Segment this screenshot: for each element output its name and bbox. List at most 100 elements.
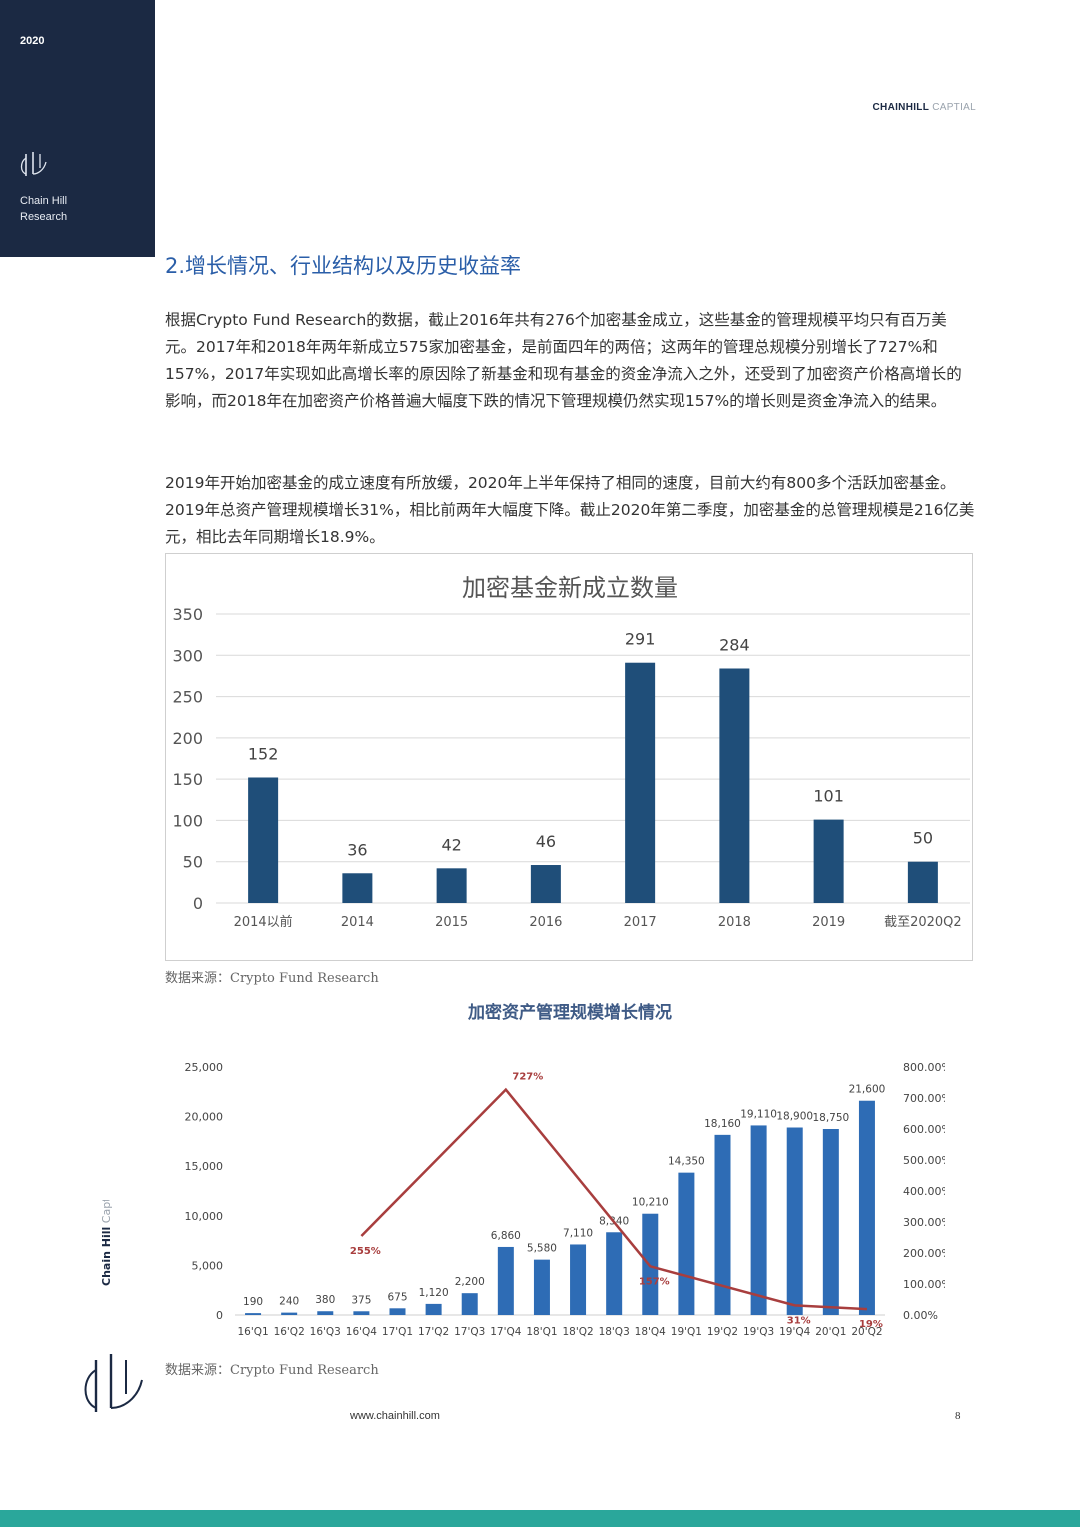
- x-tick-label: 17'Q2: [418, 1326, 449, 1338]
- bar: [342, 873, 373, 903]
- x-tick-label: 20'Q2: [851, 1326, 882, 1338]
- bar: [750, 1125, 767, 1315]
- y2-tick-label: 200.00%: [903, 1247, 945, 1260]
- bar: [497, 1246, 514, 1315]
- bar: [786, 1127, 803, 1315]
- y2-tick-label: 0.00%: [903, 1309, 938, 1322]
- y-tick-label: 300: [172, 646, 203, 665]
- brand-bold: CHAINHILL: [872, 102, 930, 113]
- data-label: 101: [813, 787, 844, 806]
- data-label: 240: [279, 1296, 299, 1308]
- bar: [606, 1232, 623, 1315]
- x-tick-label: 2014以前: [234, 914, 293, 930]
- sidebar-block: 2020 Chain Hill Research: [0, 0, 155, 257]
- bar: [822, 1129, 839, 1315]
- x-tick-label: 18'Q2: [562, 1326, 593, 1338]
- x-tick-label: 2017: [624, 915, 657, 930]
- data-label: 14,350: [668, 1156, 705, 1168]
- bar: [533, 1259, 550, 1315]
- data-label: 10,210: [632, 1197, 669, 1209]
- bar: [248, 777, 279, 903]
- data-label: 380: [315, 1294, 335, 1306]
- x-tick-label: 17'Q1: [382, 1326, 413, 1338]
- vertical-brand-bold: Chain Hill: [100, 1227, 113, 1286]
- data-label: 284: [719, 635, 750, 654]
- data-label: 190: [243, 1296, 263, 1308]
- bar: [570, 1244, 587, 1315]
- data-label: 36: [347, 840, 367, 859]
- growth-label: 31%: [787, 1315, 811, 1326]
- data-label: 6,860: [491, 1230, 521, 1242]
- x-tick-label: 16'Q4: [346, 1326, 378, 1338]
- growth-label: 727%: [512, 1072, 543, 1083]
- paragraph-1: 根据Crypto Fund Research的数据，截止2016年共有276个加…: [165, 311, 962, 410]
- y2-tick-label: 700.00%: [903, 1092, 945, 1105]
- vertical-brand-light: Captial: [100, 1200, 113, 1227]
- sidebar-name-line1: Chain Hill: [20, 195, 68, 207]
- y2-tick-label: 500.00%: [903, 1154, 945, 1167]
- y2-tick-label: 600.00%: [903, 1123, 945, 1136]
- paragraph-2: 2019年开始加密基金的成立速度有所放缓，2020年上半年保持了相同的速度，目前…: [165, 474, 975, 546]
- x-tick-label: 16'Q1: [237, 1326, 268, 1338]
- svg-text:Chain Hill Captial: Chain Hill Captial: [100, 1200, 113, 1286]
- chart-aum-growth: 0 5,000 10,000 15,000 20,000 25,000 0.00% 100.0…: [185, 1061, 946, 1338]
- y-tick-label: 25,000: [185, 1061, 224, 1074]
- y-tick-label: 150: [172, 770, 203, 789]
- data-label: 46: [536, 832, 556, 851]
- growth-label: 157%: [639, 1276, 670, 1287]
- data-label: 2,200: [455, 1276, 485, 1288]
- x-tick-label: 2018: [718, 915, 751, 930]
- header-brand: CHAINHILL CAPTIAL: [873, 102, 976, 113]
- bar: [907, 861, 938, 903]
- bar: [813, 819, 844, 903]
- chart-aum-title: 加密资产管理规模增长情况: [468, 1003, 672, 1023]
- x-tick-label: 17'Q4: [490, 1326, 522, 1338]
- chainhill-large-logo-icon: [80, 1350, 150, 1424]
- bar: [425, 1303, 442, 1315]
- y-tick-label: 100: [172, 811, 203, 830]
- y-tick-label: 15,000: [185, 1160, 224, 1173]
- chart-title: 加密基金新成立数量: [462, 574, 678, 602]
- bar: [719, 668, 750, 903]
- y2-tick-label: 400.00%: [903, 1185, 945, 1198]
- bar: [245, 1313, 262, 1315]
- bar: [281, 1312, 298, 1315]
- data-label: 50: [913, 829, 933, 848]
- data-label: 18,900: [776, 1111, 813, 1123]
- bar: [436, 868, 467, 903]
- bar: [353, 1311, 370, 1315]
- x-tick-label: 2019: [812, 915, 845, 930]
- y-tick-label: 350: [172, 605, 203, 624]
- data-label: 7,110: [563, 1227, 593, 1239]
- y-tick-label: 50: [183, 853, 203, 872]
- y-tick-label: 0: [216, 1309, 223, 1322]
- bar: [714, 1134, 731, 1315]
- footer-url: www.chainhill.com: [350, 1410, 440, 1422]
- sidebar-name-line2: Research: [20, 211, 68, 223]
- x-tick-label: 20'Q1: [815, 1326, 846, 1338]
- bar: [530, 865, 561, 903]
- bar: [461, 1293, 478, 1315]
- x-tick-label: 19'Q2: [707, 1326, 738, 1338]
- y2-tick-label: 100.00%: [903, 1278, 945, 1291]
- x-tick-label: 截至2020Q2: [884, 915, 962, 930]
- chart-new-funds: 加密基金新成立数量 0 50 100 150 200 250 300 350 152 2014以前…: [165, 553, 973, 961]
- bar: [858, 1100, 875, 1315]
- data-label: 152: [248, 744, 279, 763]
- growth-line: [360, 1087, 868, 1311]
- x-tick-label: 17'Q3: [454, 1326, 485, 1338]
- data-label: 5,580: [527, 1243, 557, 1255]
- x-tick-label: 18'Q4: [635, 1326, 667, 1338]
- page-number: 8: [955, 1410, 961, 1422]
- y-tick-label: 0: [193, 894, 203, 913]
- y-tick-label: 250: [172, 688, 203, 707]
- bar: [678, 1172, 695, 1315]
- bar: [389, 1308, 406, 1315]
- y2-tick-label: 800.00%: [903, 1061, 945, 1074]
- y-tick-label: 20,000: [185, 1111, 224, 1124]
- chainhill-logo-icon: [20, 150, 50, 184]
- x-tick-label: 2015: [435, 915, 468, 930]
- data-label: 291: [625, 630, 656, 649]
- data-label: 19,110: [740, 1108, 777, 1120]
- y-tick-label: 5,000: [192, 1259, 224, 1272]
